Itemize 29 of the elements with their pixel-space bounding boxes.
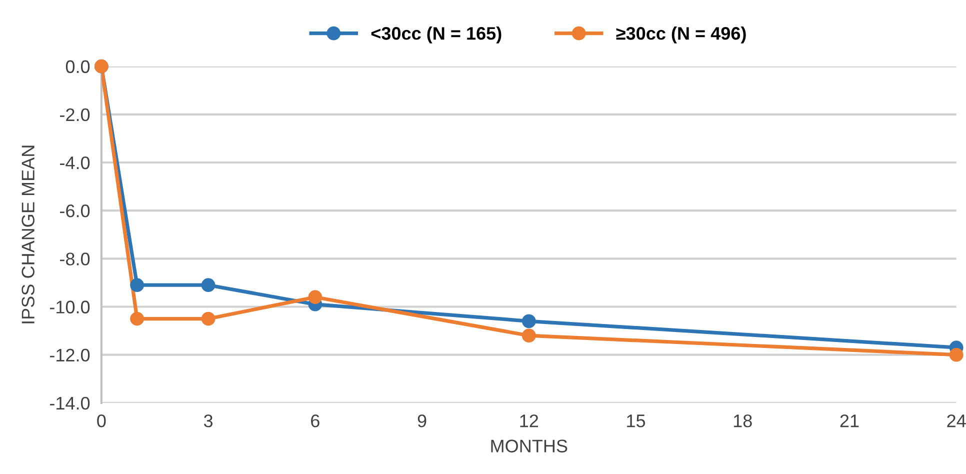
point xyxy=(201,312,216,326)
y-tick-label: -6.0 xyxy=(60,204,90,218)
x-tick-label: 15 xyxy=(627,414,646,428)
legend-label: ≥30cc (N = 496) xyxy=(616,26,746,44)
x-tick-label: 12 xyxy=(520,414,538,428)
x-tick-label: 0 xyxy=(97,414,106,428)
x-axis-title: MONTHS xyxy=(491,440,568,452)
x-tick-label: 18 xyxy=(734,414,752,428)
point xyxy=(130,312,144,326)
point xyxy=(308,290,322,304)
y-axis-title: IPSS CHANGE MEAN xyxy=(22,146,34,324)
y-tick-label: 0.0 xyxy=(66,60,90,74)
y-tick-label: -8.0 xyxy=(60,252,90,266)
x-tick-label: 9 xyxy=(418,414,426,428)
point xyxy=(522,328,536,343)
x-tick-label: 21 xyxy=(840,414,859,428)
y-tick-label: -2.0 xyxy=(60,108,90,122)
point xyxy=(130,278,144,292)
y-tick-label: -4.0 xyxy=(60,156,90,170)
point xyxy=(949,348,964,362)
point xyxy=(522,314,536,328)
y-tick-label: -10.0 xyxy=(50,300,90,314)
y-tick-label: -12.0 xyxy=(50,348,90,362)
point xyxy=(201,278,216,292)
x-tick-label: 3 xyxy=(204,414,213,428)
y-tick-label: -14.0 xyxy=(50,396,90,410)
x-tick-label: 6 xyxy=(311,414,320,428)
x-tick-label: 24 xyxy=(947,414,966,428)
legend-label: <30cc (N = 165) xyxy=(371,26,502,44)
